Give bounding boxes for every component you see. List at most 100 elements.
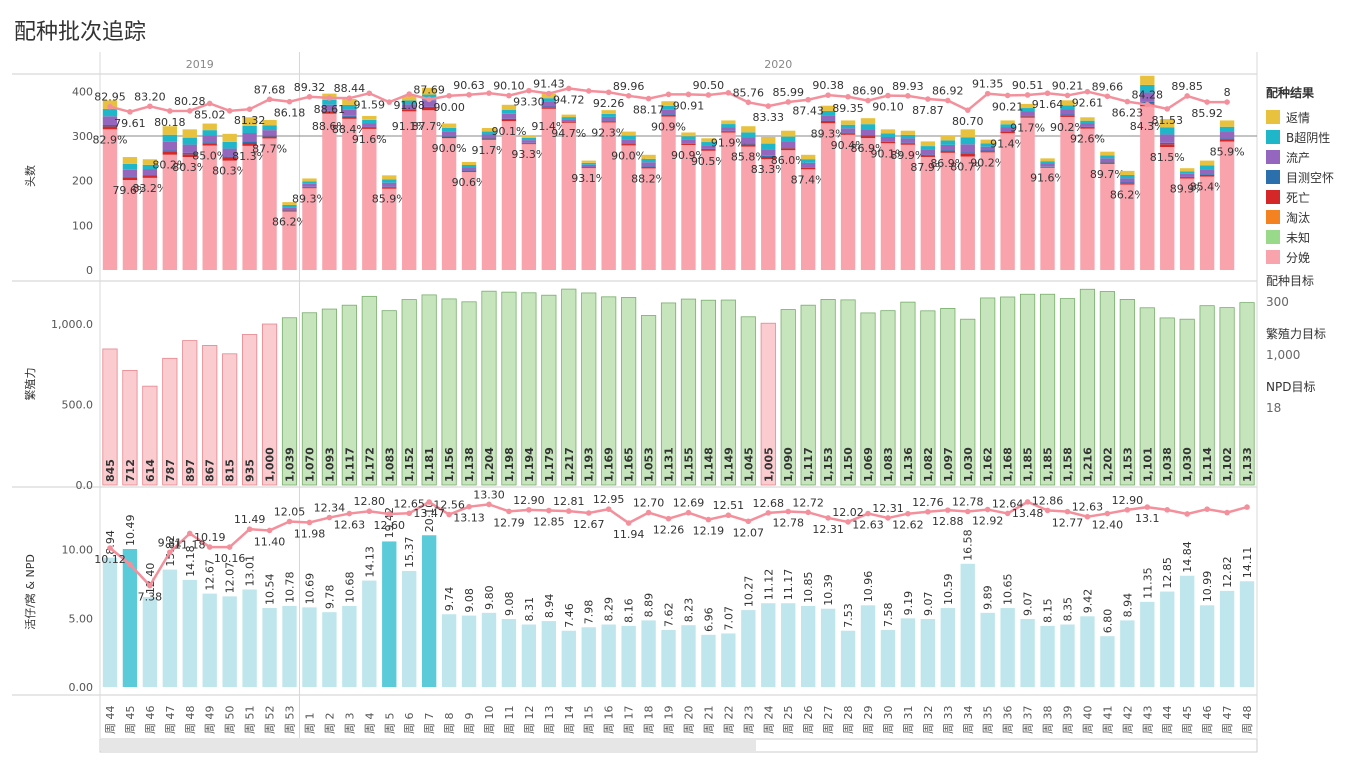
bar-segment	[1040, 158, 1055, 162]
litter-label: 12.63	[852, 519, 884, 532]
bar-segment	[621, 131, 636, 136]
rate-point	[1044, 90, 1051, 97]
npd-bar	[561, 630, 576, 687]
litter-label: 12.62	[892, 519, 924, 532]
litter-label: 12.79	[493, 516, 525, 529]
bar-segment-delivery	[382, 188, 397, 270]
fertility-bar	[920, 310, 936, 486]
bar-segment	[402, 109, 417, 112]
bar-segment-delivery	[781, 150, 796, 270]
legend-item[interactable]: 分娩	[1266, 247, 1362, 267]
npd-bar	[1219, 590, 1235, 687]
rate-point	[984, 90, 991, 97]
rate-point	[645, 95, 652, 102]
npd-bar-label: 14.84	[1181, 541, 1194, 573]
fertility-bar	[780, 309, 796, 486]
bar-pct-label: 80.7%	[950, 160, 985, 173]
bar-segment	[342, 104, 357, 110]
rate-label: 8	[1224, 86, 1231, 99]
bar-segment	[202, 135, 217, 143]
legend-item[interactable]: 目测空怀	[1266, 167, 1362, 187]
bar-segment	[262, 135, 277, 137]
x-tick-label: 周 1	[303, 713, 316, 735]
fertility-bar-label: 815	[224, 459, 237, 482]
fertility-bar-label: 1,185	[1022, 447, 1035, 482]
breeding-target-value: 300	[1266, 295, 1289, 309]
bar-segment	[741, 144, 756, 147]
rate-point	[865, 97, 871, 104]
bar-segment	[481, 131, 497, 135]
rate-label: 91.43	[533, 78, 565, 91]
fertility-bar	[261, 323, 278, 486]
litter-line	[109, 500, 1248, 588]
litter-point	[526, 507, 532, 513]
bar-segment	[960, 129, 975, 138]
legend-item[interactable]: 流产	[1266, 147, 1362, 167]
rate-point	[905, 93, 911, 99]
bar-pct-label: 80.3%	[212, 165, 247, 178]
year-label-2019: 2019	[186, 58, 214, 71]
bar-segment	[382, 187, 397, 189]
bar-segment-delivery	[182, 157, 197, 270]
litter-label: 10.16	[214, 552, 246, 565]
rate-label: 81.32	[234, 114, 266, 127]
x-tick-label: 周 19	[663, 706, 676, 735]
legend-item[interactable]: 淘汰	[1266, 207, 1362, 227]
bar-segment	[262, 136, 277, 139]
bar-segment	[382, 175, 397, 180]
bar-pct-label: 91.1%	[392, 120, 427, 133]
rate-point	[1164, 106, 1171, 112]
npd-bar-label: 16.58	[962, 529, 975, 561]
bar-segment	[1199, 174, 1215, 177]
bar-segment	[960, 144, 975, 153]
litter-point	[546, 507, 552, 514]
legend-label: 返情	[1286, 110, 1311, 125]
litter-label: 12.65	[393, 497, 425, 510]
litter-point	[1164, 507, 1171, 513]
bar-segment	[1020, 111, 1035, 116]
legend-item[interactable]: 返情	[1266, 107, 1362, 127]
fertility-bar-label: 1,179	[543, 447, 556, 482]
npd-bar-label: 7.58	[882, 603, 895, 628]
bar-segment	[800, 154, 816, 160]
bar-segment	[362, 126, 377, 128]
litter-point	[1004, 510, 1011, 517]
npd-bar-label: 12.82	[1221, 556, 1234, 588]
x-tick-label: 周 29	[862, 706, 875, 735]
litter-label: 12.05	[274, 506, 306, 519]
legend-swatch	[1266, 210, 1280, 224]
npd-bar	[541, 621, 557, 687]
bar-segment	[1000, 131, 1015, 132]
legend-item[interactable]: 未知	[1266, 227, 1362, 247]
legend-item[interactable]: 死亡	[1266, 187, 1362, 207]
bar-segment	[342, 116, 357, 119]
bar-segment	[102, 109, 118, 117]
npd-bar-label: 7.62	[663, 603, 676, 628]
rate-point	[226, 108, 233, 114]
npd-target-value: 18	[1266, 401, 1282, 415]
bar-segment-delivery	[1100, 163, 1115, 270]
litter-label: 12.07	[733, 526, 765, 539]
bar-segment	[102, 126, 118, 130]
x-tick-label: 周 45	[124, 706, 137, 735]
npd-bar	[222, 596, 237, 687]
rate-label: 80.28	[174, 95, 206, 108]
bar-segment	[302, 181, 317, 184]
bar-segment	[402, 95, 417, 101]
legend-item[interactable]: B超阴性	[1266, 127, 1362, 147]
litter-point	[585, 510, 592, 516]
litter-label: 13.1	[1135, 512, 1160, 525]
bar-segment	[1179, 177, 1195, 179]
fertility-bar	[501, 291, 517, 486]
fertility-bar-label: 1,155	[682, 447, 695, 482]
litter-label: 12.77	[1052, 517, 1084, 530]
bar-segment	[342, 98, 357, 105]
bar-segment	[900, 138, 916, 143]
rate-label: 91.35	[972, 78, 1004, 91]
bar-pct-label: 91.6%	[352, 133, 387, 146]
x-tick-label: 周 48	[1241, 706, 1254, 735]
bar-segment	[761, 149, 776, 156]
bar-segment	[721, 131, 736, 133]
bar-pct-label: 87.9%	[910, 161, 945, 174]
fertility-bar	[1119, 298, 1135, 486]
